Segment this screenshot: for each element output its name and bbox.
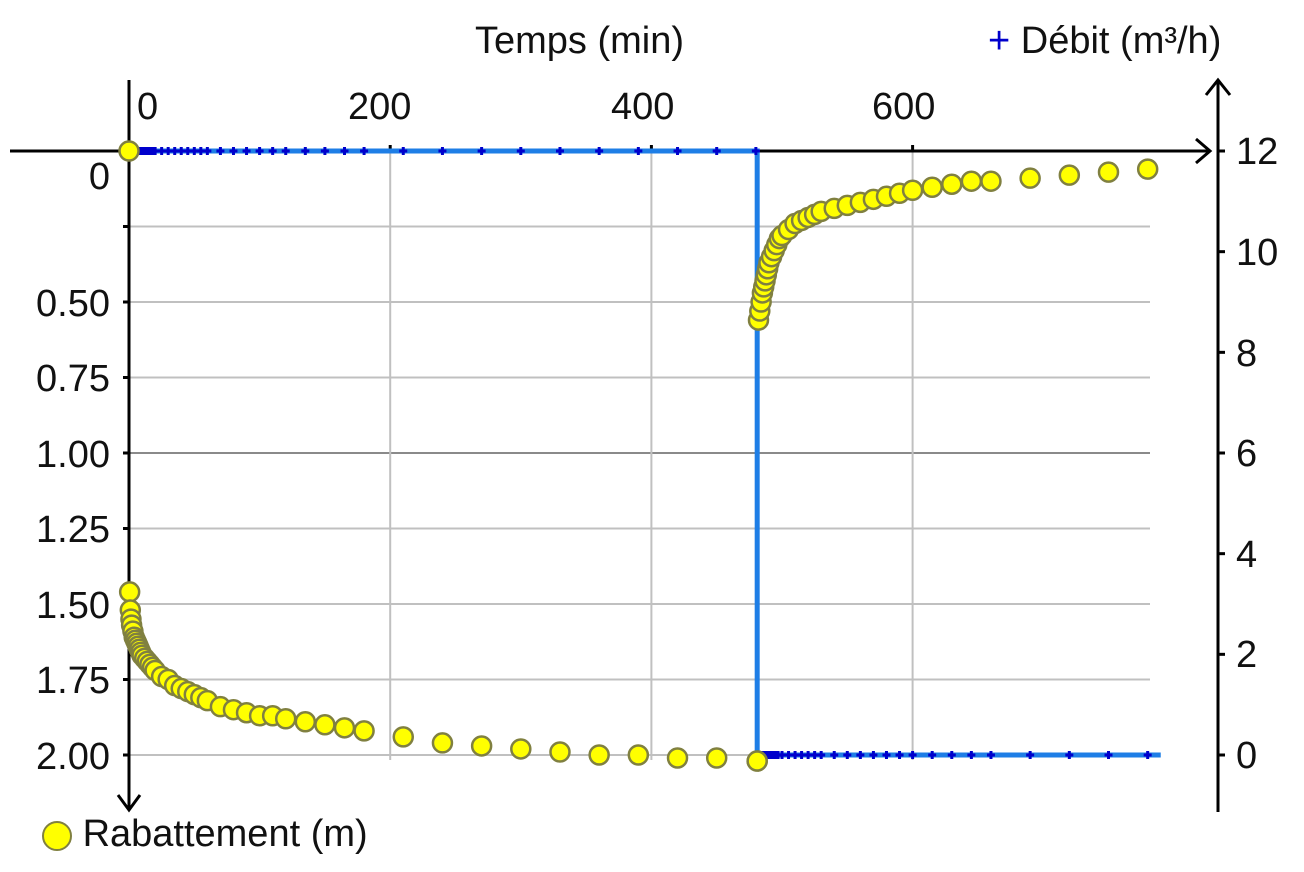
rabattement-axis-title: Rabattement (m) [82, 813, 368, 855]
y-left-tick-1.50: 1.50 [36, 585, 110, 627]
y-right-tick-2: 2 [1236, 634, 1258, 676]
y-right-tick-8: 8 [1236, 333, 1258, 375]
y-right-tick-12: 12 [1236, 131, 1279, 173]
rabattement-series [118, 140, 1159, 772]
y-right-tick-0: 0 [1236, 735, 1258, 777]
y-left-tick-0.50: 0.50 [36, 283, 110, 325]
y-left-tick-0: 0 [88, 156, 110, 198]
y-left-tick-0.75: 0.75 [36, 358, 110, 400]
y-left-tick-2.00: 2.00 [36, 736, 110, 778]
x-axis-title: Temps (min) [475, 20, 685, 62]
x-tick-400: 400 [611, 86, 675, 128]
y-left-tick-1.00: 1.00 [36, 434, 110, 476]
circle-marker-icon [42, 820, 72, 851]
y-left-tick-1.25: 1.25 [36, 509, 110, 551]
y-right-tick-4: 4 [1236, 534, 1258, 576]
y-right-tick-6: 6 [1236, 433, 1258, 475]
plus-marker-icon: + [988, 20, 1011, 62]
rabattement-legend: Rabattement (m) [42, 815, 368, 853]
gridlines [129, 151, 1150, 760]
debit-axis-title: Débit (m³/h) [1020, 20, 1222, 62]
x-tick-0: 0 [137, 86, 159, 128]
y-right-tick-10: 10 [1236, 232, 1279, 274]
x-tick-200: 200 [348, 86, 412, 128]
y-left-tick-1.75: 1.75 [36, 660, 110, 702]
x-tick-600: 600 [872, 86, 936, 128]
debit-series [125, 147, 1161, 759]
debit-legend: + Débit (m³/h) [988, 22, 1221, 60]
